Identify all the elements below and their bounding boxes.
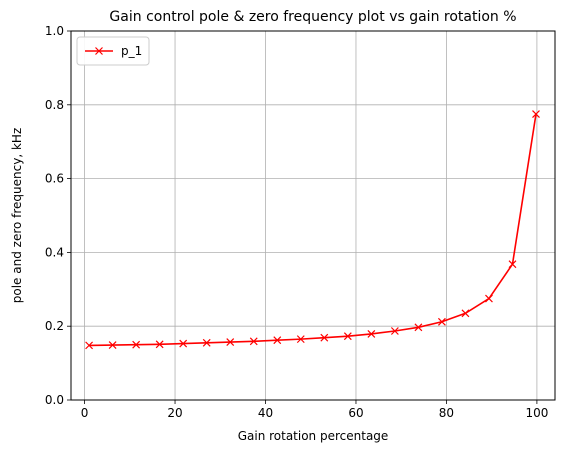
data-point bbox=[179, 339, 188, 348]
data-point bbox=[155, 340, 164, 349]
y-ticks: 0.0 0.2 0.4 0.6 0.8 1.0 bbox=[45, 24, 71, 407]
series-line-p_1 bbox=[89, 113, 537, 347]
data-point bbox=[508, 260, 517, 269]
data-point bbox=[132, 340, 141, 349]
chart-title: Gain control pole & zero frequency plot … bbox=[109, 9, 516, 25]
y-tick-label: 1.0 bbox=[45, 24, 64, 38]
series-layer bbox=[85, 110, 540, 350]
x-tick-label: 0 bbox=[81, 406, 89, 420]
data-point bbox=[108, 341, 117, 349]
data-point bbox=[85, 341, 94, 350]
data-point bbox=[296, 335, 305, 344]
data-point bbox=[202, 338, 211, 347]
y-tick-label: 0.0 bbox=[45, 393, 64, 407]
y-tick-label: 0.6 bbox=[45, 172, 64, 186]
data-point bbox=[343, 332, 352, 341]
x-tick-label: 100 bbox=[525, 406, 548, 420]
data-point bbox=[485, 294, 493, 303]
data-point bbox=[390, 327, 399, 335]
y-tick-label: 0.4 bbox=[45, 245, 64, 259]
data-point bbox=[437, 317, 446, 326]
data-point bbox=[320, 333, 329, 342]
x-tick-label: 60 bbox=[348, 406, 363, 420]
y-axis-label: pole and zero frequency, kHz bbox=[10, 128, 24, 303]
legend-marker bbox=[95, 47, 103, 55]
data-point bbox=[273, 336, 282, 345]
legend: p_1 bbox=[76, 36, 150, 66]
x-tick-label: 20 bbox=[167, 406, 182, 420]
x-tick-label: 80 bbox=[439, 406, 454, 420]
plot-frame bbox=[70, 30, 556, 401]
x-tick-label: 40 bbox=[258, 406, 273, 420]
y-tick-label: 0.8 bbox=[45, 98, 64, 112]
y-tick-label: 0.2 bbox=[45, 319, 64, 333]
data-point bbox=[367, 330, 376, 338]
data-point bbox=[414, 323, 423, 332]
data-point bbox=[532, 110, 540, 118]
data-point bbox=[249, 337, 258, 346]
legend-label: p_1 bbox=[121, 44, 142, 58]
x-ticks: 0 20 40 60 80 100 bbox=[81, 400, 548, 420]
data-point bbox=[226, 338, 235, 346]
x-axis-label: Gain rotation percentage bbox=[238, 429, 389, 443]
data-point bbox=[461, 309, 470, 318]
